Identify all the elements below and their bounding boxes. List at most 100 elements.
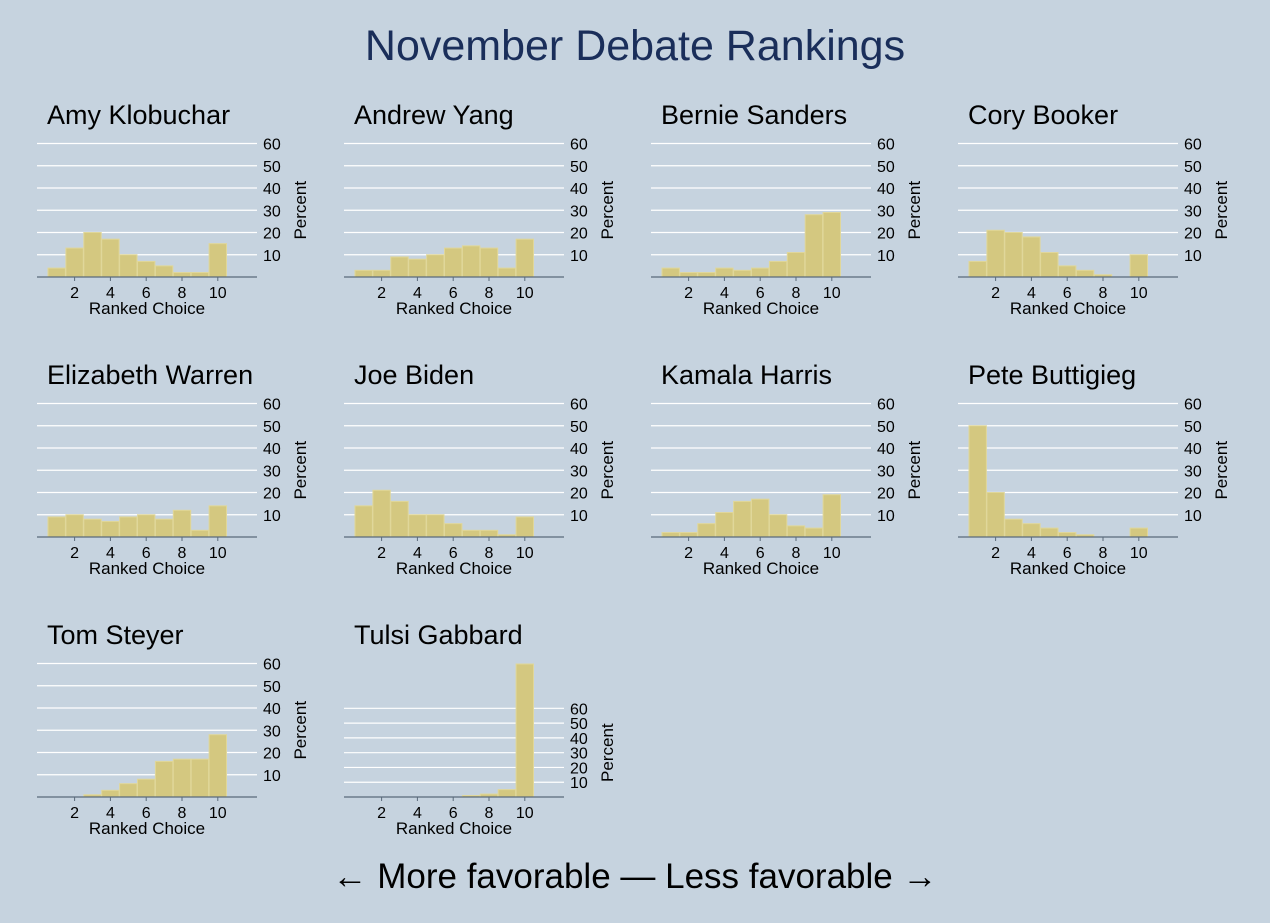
- histogram-bar: [822, 494, 842, 538]
- histogram-bar: [426, 514, 445, 538]
- y-tick-label: 20: [570, 486, 588, 503]
- x-tick-label: 8: [792, 285, 801, 302]
- x-tick-label: 6: [142, 285, 151, 302]
- x-tick-label: 8: [485, 805, 494, 822]
- chart-panel: Cory Booker 10 20 30 40 50 60 2 4 6 8 10 Ranked Choi…: [958, 100, 1258, 340]
- x-tick-label: 10: [209, 805, 227, 822]
- x-tick-label: 2: [70, 805, 79, 822]
- histogram-bar: [751, 267, 770, 278]
- histogram-bar: [372, 269, 391, 278]
- y-tick-label: 10: [1184, 248, 1202, 265]
- y-tick-label: 30: [263, 203, 281, 220]
- chart-panel: Tom Steyer 10 20 30 40 50 60 2 4 6 8 10 Ranked Choic…: [37, 620, 337, 860]
- x-tick-label: 10: [1130, 545, 1148, 562]
- histogram-bar: [101, 238, 120, 278]
- page-title: November Debate Rankings: [364, 22, 906, 70]
- y-axis-label: Percent: [905, 181, 924, 240]
- x-tick-label: 6: [449, 545, 458, 562]
- x-tick-label: 4: [106, 805, 115, 822]
- histogram-bar: [986, 229, 1005, 278]
- chart-panel: Joe Biden 10 20 30 40 50 60 2 4 6 8 10 Ranked Choice…: [344, 360, 644, 600]
- y-tick-label: 20: [1184, 226, 1202, 243]
- y-tick-label: 20: [877, 226, 895, 243]
- histogram-bar: [172, 509, 192, 538]
- y-tick-label: 40: [1184, 441, 1202, 458]
- x-tick-label: 6: [1063, 545, 1072, 562]
- panel-title: Andrew Yang: [354, 100, 514, 130]
- x-tick-label: 4: [720, 285, 729, 302]
- y-tick-label: 10: [263, 508, 281, 525]
- histogram-bar: [101, 520, 120, 538]
- y-tick-label: 50: [877, 159, 895, 176]
- y-tick-label: 30: [570, 463, 588, 480]
- x-tick-label: 6: [142, 545, 151, 562]
- x-tick-label: 2: [70, 545, 79, 562]
- histogram-bar: [786, 525, 806, 538]
- histogram-bar: [1004, 518, 1023, 538]
- y-tick-label: 30: [263, 463, 281, 480]
- histogram-bar: [1022, 236, 1041, 278]
- x-tick-label: 4: [413, 805, 422, 822]
- histogram-bar: [786, 252, 806, 278]
- histogram-bar: [1040, 252, 1059, 278]
- chart-panel: Bernie Sanders 10 20 30 40 50 60 2 4 6 8 10 Ranked C…: [651, 100, 951, 340]
- histogram-bar: [679, 532, 698, 538]
- panel-title: Joe Biden: [354, 360, 475, 390]
- x-tick-label: 2: [377, 805, 386, 822]
- y-tick-label: 40: [263, 701, 281, 718]
- histogram-bar: [390, 256, 409, 278]
- y-axis-label: Percent: [291, 701, 310, 760]
- histogram-bar: [661, 532, 680, 538]
- histogram-bar: [119, 254, 138, 278]
- histogram-bar: [1058, 265, 1077, 278]
- x-tick-label: 10: [209, 545, 227, 562]
- histogram-bar: [208, 734, 228, 798]
- y-tick-label: 40: [263, 181, 281, 198]
- histogram-bar: [65, 514, 84, 538]
- y-axis-label: Percent: [291, 181, 310, 240]
- panel-title: Kamala Harris: [661, 360, 833, 390]
- x-tick-label: 6: [756, 545, 765, 562]
- y-tick-label: 10: [877, 508, 895, 525]
- y-axis-label: Percent: [1212, 441, 1231, 500]
- histogram-bar: [154, 760, 174, 798]
- histogram-bar: [137, 514, 156, 538]
- y-tick-label: 50: [570, 419, 588, 436]
- y-tick-label: 20: [1184, 486, 1202, 503]
- histogram-bar: [65, 247, 84, 278]
- y-tick-label: 50: [877, 419, 895, 436]
- x-tick-label: 6: [1063, 285, 1072, 302]
- chart-panel: Amy Klobuchar 10 20 30 40 50 60 2 4 6 8 10 Ranked Ch…: [37, 100, 337, 340]
- histogram-bar: [1022, 523, 1041, 538]
- histogram-bar: [208, 243, 228, 278]
- y-tick-label: 30: [263, 723, 281, 740]
- histogram-bar: [101, 789, 120, 798]
- x-tick-label: 10: [209, 285, 227, 302]
- x-tick-label: 8: [178, 285, 187, 302]
- x-tick-label: 6: [756, 285, 765, 302]
- histogram-bar: [479, 247, 499, 278]
- histogram-bar: [768, 514, 788, 538]
- x-tick-label: 4: [1027, 285, 1036, 302]
- x-tick-label: 6: [449, 805, 458, 822]
- y-tick-label: 50: [1184, 419, 1202, 436]
- x-tick-label: 10: [1130, 285, 1148, 302]
- x-tick-label: 10: [823, 545, 841, 562]
- x-tick-label: 2: [377, 285, 386, 302]
- histogram-bar: [372, 489, 391, 538]
- x-tick-label: 2: [70, 285, 79, 302]
- y-tick-label: 20: [570, 226, 588, 243]
- y-tick-label: 40: [263, 441, 281, 458]
- y-tick-label: 10: [263, 248, 281, 265]
- x-tick-label: 6: [449, 285, 458, 302]
- y-tick-label: 60: [570, 701, 588, 718]
- x-tick-label: 2: [684, 285, 693, 302]
- y-tick-label: 60: [570, 397, 588, 414]
